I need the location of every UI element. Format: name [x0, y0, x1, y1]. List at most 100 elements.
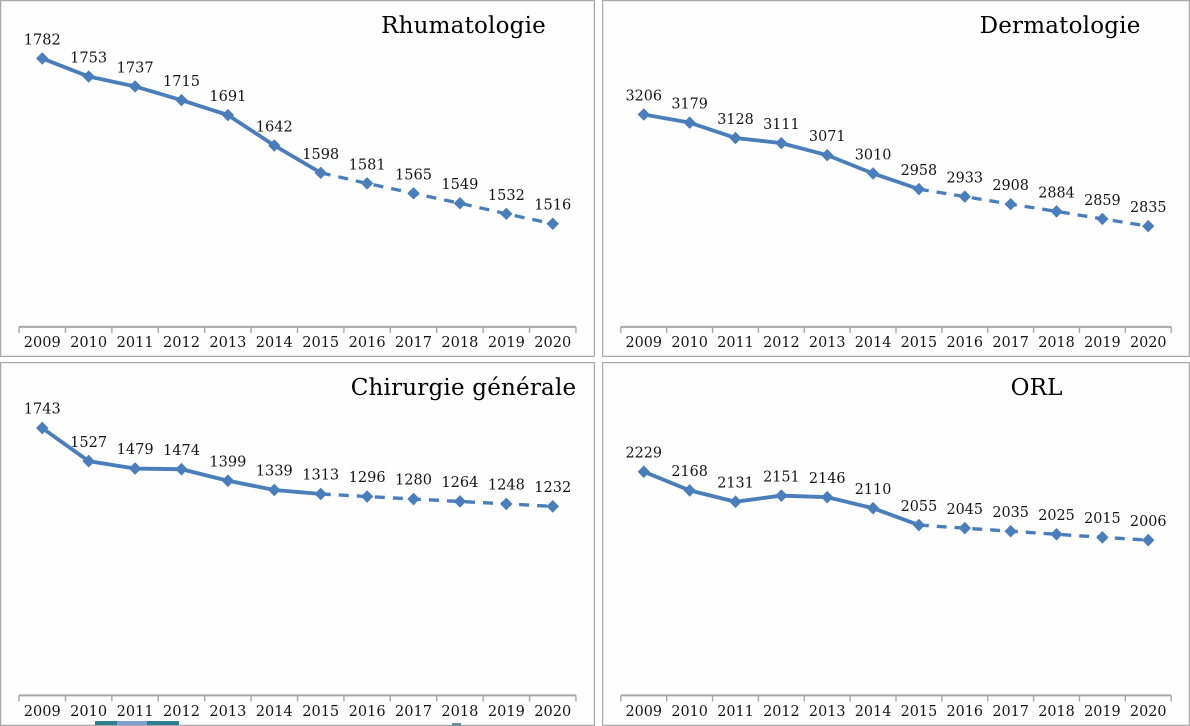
data-point-marker: [821, 148, 834, 162]
x-axis-label: 2013: [809, 335, 846, 351]
data-point-marker: [775, 489, 788, 502]
x-axis-label: 2009: [24, 335, 61, 351]
x-axis-label: 2012: [163, 335, 200, 351]
x-axis-label: 2009: [625, 703, 662, 720]
data-point-marker: [1050, 527, 1063, 541]
data-point-marker: [866, 167, 880, 180]
data-point-marker: [453, 197, 467, 210]
data-label: 1532: [488, 188, 525, 204]
chart-canvas-rhumatologie: 1782 2009 1753 2010 1737 2011 1715 2012 1691 2013…: [18, 32, 577, 351]
chart-panel-chirurgie-generale: 1743 2009 1527 2010 1479 2011 1474 2012 1399 2013…: [0, 362, 595, 726]
data-point-marker: [1142, 219, 1155, 233]
x-axis-label: 2017: [992, 703, 1029, 720]
chart-canvas-chirurgie-generale: 1743 2009 1527 2010 1479 2011 1474 2012 1399 2013…: [18, 401, 577, 720]
data-label: 2131: [717, 474, 754, 491]
data-point-marker: [683, 116, 696, 129]
cutoff-chart-sliver: [95, 721, 179, 725]
data-point-marker: [546, 217, 559, 230]
data-point-marker: [546, 500, 559, 513]
data-label: 1399: [209, 453, 246, 470]
data-label: 1581: [349, 157, 386, 173]
series-line-dashed: [320, 171, 554, 226]
x-axis-label: 2010: [671, 703, 708, 720]
data-point-marker: [1142, 533, 1155, 547]
data-label: 2229: [625, 444, 662, 461]
data-label: 1313: [302, 467, 339, 484]
data-point-marker: [453, 495, 467, 508]
x-axis-label: 2012: [763, 335, 800, 351]
data-label: 2045: [947, 501, 984, 518]
data-point-marker: [1004, 197, 1017, 211]
x-axis-label: 2018: [1038, 703, 1075, 720]
data-label: 3128: [717, 112, 754, 128]
data-point-marker: [866, 501, 880, 515]
chart-title-orl: ORL: [1010, 375, 1063, 401]
data-label: 2933: [947, 171, 984, 187]
x-axis-label: 2009: [24, 703, 61, 720]
chart-panel-orl: 2229 2009 2168 2010 2131 2011 2151 2012 2146 2013…: [602, 362, 1190, 726]
data-label: 1339: [256, 463, 293, 480]
chart-canvas-orl: 2229 2009 2168 2010 2131 2011 2151 2012 2146 2013…: [620, 444, 1172, 720]
x-axis-label: 2013: [209, 703, 246, 720]
x-axis-label: 2016: [349, 335, 386, 351]
data-point-marker: [637, 465, 650, 479]
data-point-marker: [407, 187, 420, 200]
data-point-marker: [729, 495, 742, 509]
data-point-marker: [360, 177, 374, 190]
x-axis-label: 2009: [626, 335, 663, 351]
chart-canvas-dermatologie: 3206 2009 3179 2010 3128 2011 3111 2012 3071 2013…: [620, 88, 1172, 351]
x-axis-label: 2014: [256, 703, 293, 720]
data-label: 1296: [349, 469, 386, 486]
data-label: 2006: [1130, 513, 1167, 530]
data-label: 2015: [1084, 510, 1121, 527]
data-point-marker: [683, 484, 696, 497]
x-axis-label: 2019: [1084, 703, 1121, 720]
x-axis-label: 2020: [534, 703, 571, 720]
data-label: 1516: [534, 198, 571, 214]
series-line-dashed: [918, 187, 1149, 228]
data-label: 2884: [1038, 185, 1075, 201]
data-label: 1737: [117, 60, 154, 76]
x-axis-label: 2012: [163, 703, 200, 720]
data-label: 3010: [855, 147, 892, 163]
cutoff-chart-small-mark: [452, 723, 461, 726]
data-label: 2168: [671, 463, 708, 480]
data-point-marker: [500, 207, 513, 221]
data-point-marker: [175, 93, 188, 107]
data-label: 2110: [855, 481, 892, 498]
data-label: 3071: [809, 129, 846, 145]
x-axis-label: 2010: [70, 335, 107, 351]
x-axis-label: 2014: [855, 703, 892, 720]
x-axis-label: 2016: [947, 703, 984, 720]
data-label: 2055: [901, 498, 938, 515]
data-label: 2835: [1130, 200, 1167, 216]
data-label: 1691: [209, 89, 246, 105]
data-label: 2958: [901, 163, 938, 179]
data-label: 1565: [395, 167, 432, 183]
chart-panel-rhumatologie: 1782 2009 1753 2010 1737 2011 1715 2012 1691 2013…: [0, 0, 595, 357]
x-axis-label: 2015: [302, 335, 339, 351]
data-label: 2146: [809, 470, 846, 487]
data-point-marker: [637, 108, 650, 121]
data-label: 1527: [70, 434, 107, 451]
x-axis-label: 2020: [1130, 703, 1167, 720]
data-label: 1280: [395, 472, 432, 489]
data-point-marker: [82, 70, 95, 83]
data-label: 1264: [441, 474, 478, 491]
data-label: 2859: [1084, 193, 1121, 209]
x-axis-label: 2020: [534, 335, 571, 351]
data-point-marker: [268, 483, 281, 497]
data-point-marker: [1050, 205, 1063, 218]
x-axis-label: 2011: [117, 335, 154, 351]
data-label: 1782: [24, 32, 61, 48]
data-point-marker: [407, 492, 420, 506]
x-axis-label: 2018: [441, 335, 478, 351]
data-point-marker: [221, 474, 235, 488]
x-axis-label: 2014: [256, 335, 293, 351]
x-axis-label: 2011: [717, 703, 754, 720]
x-axis-label: 2019: [1084, 335, 1121, 351]
data-point-marker: [958, 190, 971, 203]
data-point-marker: [221, 108, 235, 122]
data-label: 3111: [763, 117, 800, 133]
x-axis-label: 2017: [992, 335, 1029, 351]
